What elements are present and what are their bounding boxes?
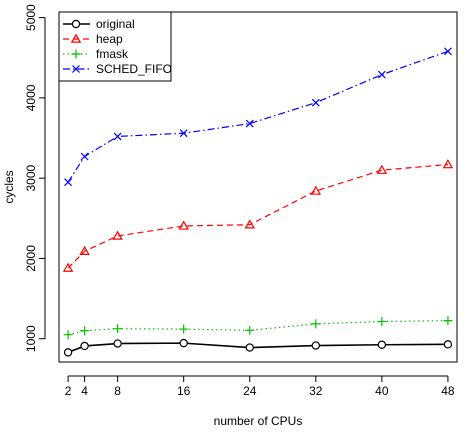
data-point-original	[311, 341, 321, 350]
data-point-fmask	[443, 316, 453, 326]
data-point-heap	[376, 164, 388, 174]
data-point-original	[179, 338, 188, 348]
plot-frame	[58, 11, 458, 363]
data-point-sched-fifo	[377, 70, 386, 79]
legend-marker	[72, 65, 80, 73]
series-heap	[62, 159, 454, 272]
data-point-sched-fifo	[245, 119, 254, 128]
data-point-heap	[62, 262, 74, 272]
data-point-fmask	[179, 324, 189, 334]
legend-label: fmask	[96, 47, 129, 61]
data-point-fmask	[311, 319, 321, 329]
x-tick-label: 48	[441, 384, 455, 398]
series-fmask	[63, 316, 453, 340]
legend-label: original	[96, 17, 135, 31]
data-point-heap	[244, 219, 255, 229]
data-point-sched-fifo	[179, 129, 188, 138]
x-axis-title: number of CPUs	[214, 414, 303, 428]
data-point-sched-fifo	[443, 47, 452, 56]
legend-label: heap	[96, 32, 123, 46]
legend-item-heap: heap	[63, 32, 123, 46]
data-point-heap	[178, 220, 189, 230]
legend-item-original: original	[63, 17, 135, 31]
data-point-fmask	[63, 330, 73, 340]
data-point-sched-fifo	[311, 98, 320, 107]
data-point-heap	[79, 245, 90, 255]
x-tick-label: 16	[177, 384, 191, 398]
data-point-original	[443, 340, 453, 349]
data-point-original	[113, 339, 122, 348]
legend-marker	[70, 33, 82, 43]
legend-marker	[71, 19, 81, 29]
series-line-original	[67, 342, 448, 354]
data-point-heap	[310, 185, 322, 195]
data-point-sched-fifo	[80, 152, 89, 161]
legend-item-fmask: fmask	[63, 47, 129, 61]
x-tick-label: 8	[114, 384, 121, 398]
series-line-fmask	[67, 320, 448, 336]
y-axis: 1000 2000 3000 4000 5000	[24, 4, 46, 352]
data-point-original	[377, 340, 387, 349]
legend-item-sched-fifo: SCHED_FIFO	[63, 62, 172, 76]
legend-marker	[71, 49, 81, 59]
series-layer	[62, 47, 454, 357]
data-point-fmask	[80, 326, 90, 336]
series-line-heap	[67, 163, 448, 269]
data-point-original	[80, 341, 89, 351]
data-point-original	[245, 343, 254, 352]
x-tick-label: 32	[309, 384, 323, 398]
y-tick-label: 2000	[24, 245, 38, 272]
y-tick-label: 1000	[24, 325, 38, 352]
data-point-fmask	[245, 325, 255, 335]
y-tick-label: 3000	[24, 164, 38, 191]
x-tick-label: 4	[81, 384, 88, 398]
data-point-heap	[442, 159, 454, 169]
x-tick-label: 2	[65, 384, 72, 398]
series-original	[63, 338, 453, 357]
data-point-fmask	[377, 316, 387, 326]
legend-label: SCHED_FIFO	[96, 62, 172, 76]
data-point-sched-fifo	[64, 178, 73, 187]
data-point-fmask	[113, 324, 123, 334]
y-tick-label: 5000	[24, 4, 38, 31]
x-axis: 2 4 8 16 24 32 40 48	[65, 375, 455, 398]
x-tick-label: 40	[375, 384, 389, 398]
y-tick-label: 4000	[24, 84, 38, 111]
data-point-original	[63, 348, 73, 357]
y-axis-title: cycles	[2, 170, 16, 203]
x-tick-label: 24	[243, 384, 257, 398]
series-sched-fifo	[64, 47, 452, 187]
data-point-sched-fifo	[113, 132, 122, 141]
data-point-heap	[112, 230, 123, 240]
